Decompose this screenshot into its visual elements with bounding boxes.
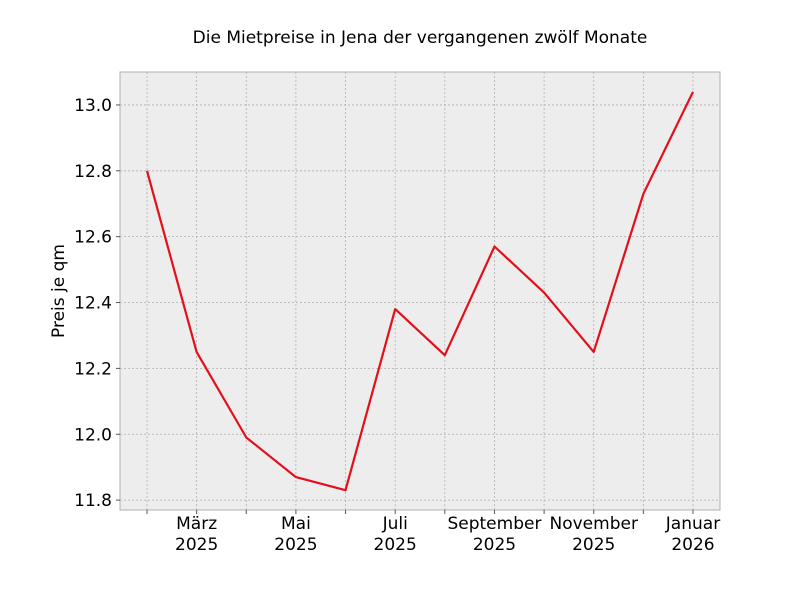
y-tick-label: 12.2	[74, 359, 112, 379]
x-tick-label-month: November	[550, 514, 638, 534]
x-tick-label-year: 2025	[473, 535, 516, 555]
x-tick-label-year: 2025	[175, 535, 218, 555]
chart-title: Die Mietpreise in Jena der vergangenen z…	[193, 28, 648, 48]
y-tick-label: 12.4	[74, 294, 112, 314]
y-tick-label: 13.0	[74, 96, 112, 116]
x-tick-label-month: Januar	[665, 514, 720, 534]
x-tick-label-year: 2025	[374, 535, 417, 555]
y-tick-label: 11.8	[74, 491, 112, 511]
plot-area	[120, 72, 720, 510]
x-tick-label-year: 2025	[274, 535, 317, 555]
y-tick-label: 12.0	[74, 425, 112, 445]
x-tick-label-month: Juli	[382, 514, 408, 534]
x-tick-label-year: 2026	[671, 535, 714, 555]
y-tick-label: 12.6	[74, 228, 112, 248]
y-tick-label: 12.8	[74, 162, 112, 182]
y-axis-label: Preis je qm	[49, 244, 69, 338]
x-tick-label-year: 2025	[572, 535, 615, 555]
x-tick-label-month: September	[447, 514, 541, 534]
x-tick-label-month: März	[176, 514, 217, 534]
x-tick-label-month: Mai	[281, 514, 311, 534]
